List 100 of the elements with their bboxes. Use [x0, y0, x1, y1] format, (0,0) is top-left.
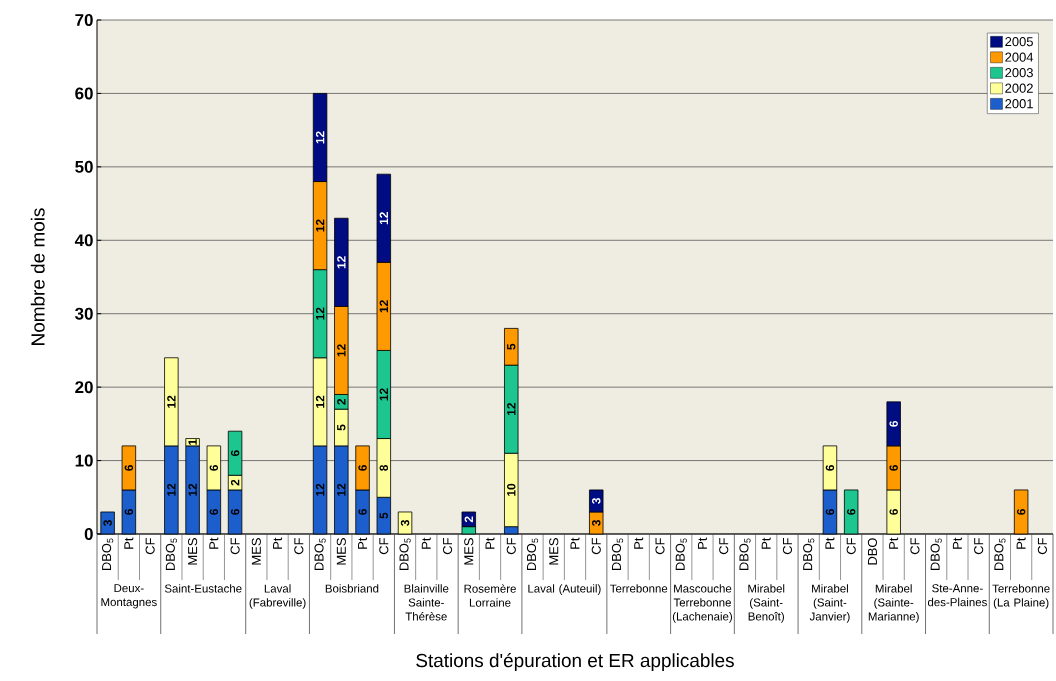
x-tick-label: CF: [145, 538, 155, 555]
x-tick-label: Pt: [697, 537, 707, 549]
data-label: 12: [507, 403, 516, 416]
data-label: 6: [1016, 509, 1026, 515]
x-tick-label: MES: [336, 538, 346, 565]
text: Saint-Eustache: [164, 584, 242, 593]
x-tick-label: Pt: [124, 537, 134, 549]
data-label: 12: [315, 483, 325, 496]
x-tick-label: Pt: [952, 537, 962, 549]
data-label: 6: [846, 509, 856, 515]
x-tick-label: Pt: [273, 537, 283, 549]
x-tick-label: CF: [442, 538, 453, 555]
y-tick-label: 50: [75, 160, 93, 173]
legend-label: 2005: [1005, 37, 1033, 47]
data-label: 6: [209, 509, 219, 515]
x-tick-label: DBO$_{5}$: [526, 538, 539, 571]
data-label: 12: [167, 483, 176, 496]
x-tick-label: Pt: [209, 537, 219, 549]
x-tick-label: MES: [464, 538, 474, 565]
x-tick-label: DBO: [867, 538, 878, 565]
data-label: 12: [188, 483, 197, 496]
data-label: 6: [124, 509, 134, 515]
text: Boisbriand: [325, 584, 379, 593]
x-tick-label: Pt: [1016, 537, 1026, 549]
x-tick-label: MES: [251, 538, 261, 565]
y-tick-label: 30: [75, 307, 93, 320]
x-tick-label: DBO$_{5}$: [314, 538, 326, 571]
data-label: 12: [379, 212, 388, 225]
data-label: 12: [315, 131, 325, 144]
data-label: 12: [379, 300, 388, 313]
data-label: 10: [507, 483, 516, 496]
data-label: 6: [825, 509, 835, 515]
x-tick-label: Pt: [889, 537, 899, 549]
data-label: 8: [379, 464, 389, 471]
x-tick-label: Pt: [761, 537, 771, 549]
y-tick-label: 60: [75, 87, 93, 100]
data-label: 6: [358, 465, 367, 471]
x-tick-label: DBO$_{5}$: [930, 538, 942, 571]
data-label: 5: [379, 512, 388, 519]
data-label: 6: [889, 420, 898, 427]
data-label: 12: [315, 395, 325, 408]
x-tick-label: Pt: [358, 537, 368, 549]
data-label: 12: [337, 256, 346, 269]
text: Deux-Montagnes: [101, 584, 157, 609]
legend-label: 2003: [1005, 68, 1033, 78]
x-tick-label: DBO$_{5}$: [611, 538, 624, 571]
x-tick-label: DBO$_{5}$: [101, 538, 114, 571]
x-tick-label: CF: [591, 538, 601, 555]
legend-label: 2004: [1005, 52, 1034, 62]
x-tick-label: Pt: [825, 537, 835, 549]
x-tick-label: CF: [974, 538, 984, 555]
y-tick-label: 70: [75, 14, 93, 26]
x-tick-label: MES: [188, 538, 198, 565]
text: Terrebonne: [610, 584, 668, 593]
x-tick-label: DBO$_{5}$: [739, 538, 751, 571]
x-tick-label: CF: [719, 538, 729, 555]
x-tick-label: DBO$_{5}$: [803, 538, 815, 571]
x-tick-label: CF: [846, 538, 856, 555]
text: Ste-Anne-des-Plaines: [927, 584, 987, 607]
data-label: 6: [124, 465, 134, 471]
data-label: 2: [230, 479, 240, 486]
data-label: 6: [230, 509, 240, 515]
data-label: 6: [358, 509, 367, 515]
legend-label: 2002: [1005, 83, 1033, 93]
data-label: 12: [337, 344, 346, 357]
text: Rosemère Lorraine: [464, 584, 516, 607]
data-label: 12: [315, 219, 325, 232]
text: Blainville Sainte-Thérèse: [404, 584, 449, 621]
text: Laval (Fabreville): [249, 584, 306, 609]
x-tick-label: Pt: [634, 537, 644, 549]
data-label: 6: [889, 509, 898, 515]
data-label: 6: [825, 465, 835, 471]
data-label: 2: [464, 516, 473, 523]
x-tick-label: DBO$_{5}$: [675, 538, 687, 571]
x-tick-label: CF: [506, 538, 516, 555]
x-tick-label: CF: [655, 538, 665, 555]
data-label: 6: [230, 450, 240, 457]
x-tick-label: DBO$_{5}$: [994, 538, 1006, 571]
x-tick-label: CF: [230, 538, 240, 555]
y-tick-label: 0: [84, 528, 93, 540]
text: Mirabel (Saint-Benoît): [748, 584, 785, 623]
data-label: 12: [315, 307, 325, 320]
data-label: 12: [379, 388, 388, 401]
data-label: 1: [188, 439, 197, 445]
data-label: 12: [337, 483, 346, 496]
x-tick-label: Pt: [485, 537, 495, 549]
text: Mascouche Terrebonne (Lachenaie): [672, 584, 732, 623]
data-label: 12: [167, 395, 176, 408]
data-label: 3: [592, 498, 601, 504]
data-label: 3: [103, 520, 112, 527]
legend-label: 2001: [1005, 99, 1033, 109]
x-tick-label: DBO$_{5}$: [165, 538, 177, 571]
text: Mirabel (Saint-Janvier): [809, 584, 850, 623]
y-tick-label: 10: [75, 454, 93, 467]
text: Laval (Auteuil): [528, 584, 601, 595]
x-tick-label: CF: [294, 538, 304, 555]
x-tick-label: CF: [910, 538, 920, 555]
data-label: 3: [400, 520, 410, 527]
data-label: 6: [209, 465, 219, 471]
data-label: 2: [337, 398, 346, 405]
